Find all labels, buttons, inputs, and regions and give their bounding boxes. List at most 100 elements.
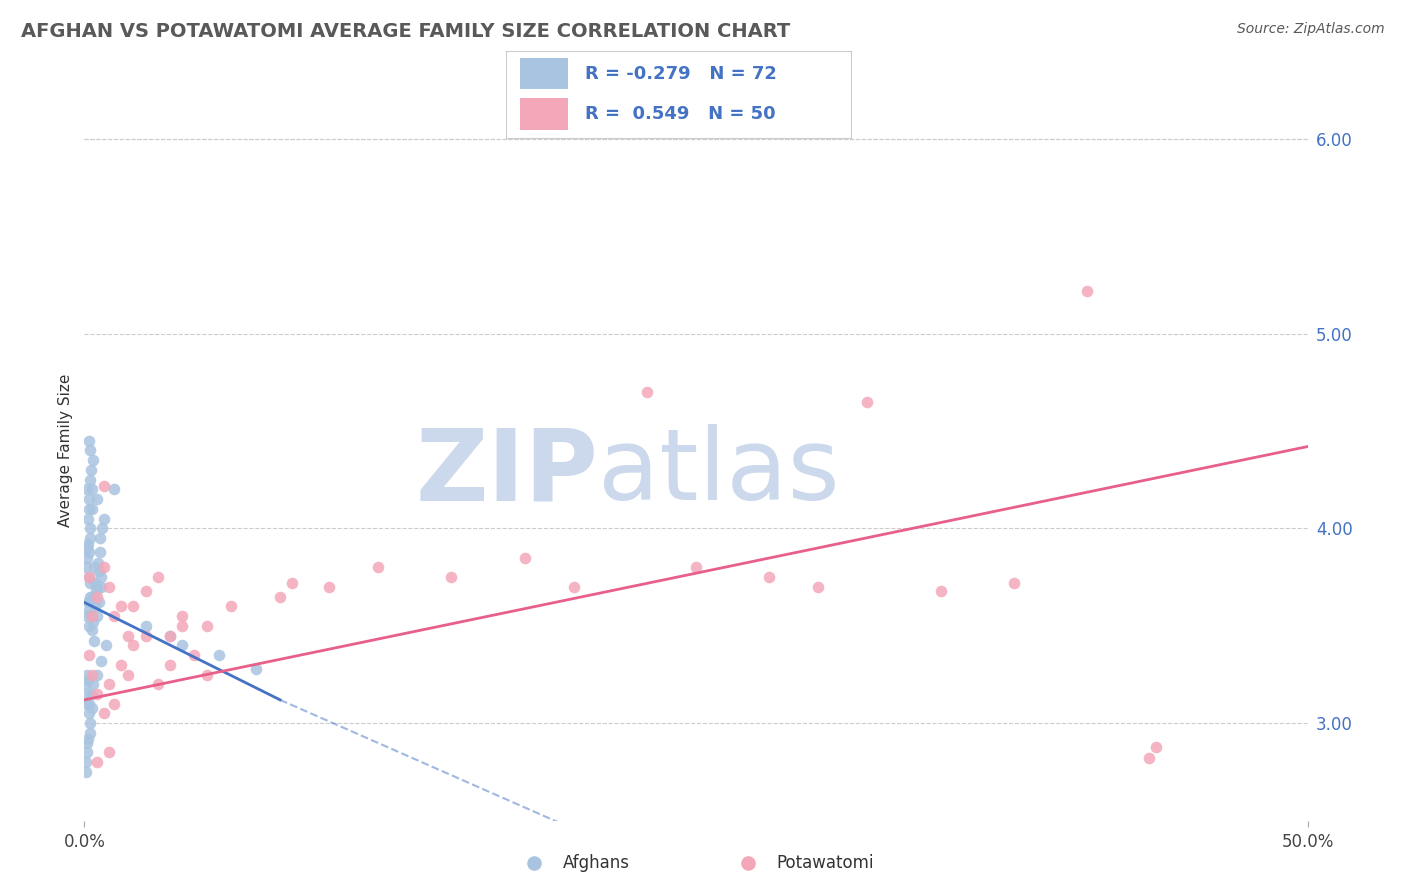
Point <box>82 677 104 691</box>
Point <box>929 583 952 598</box>
Text: Afghans: Afghans <box>562 854 630 872</box>
Point <box>83 634 105 648</box>
Point <box>77 731 100 746</box>
Point <box>195 667 218 681</box>
Point <box>135 628 157 642</box>
Point <box>77 511 100 525</box>
Point <box>513 550 536 565</box>
Point <box>77 603 100 617</box>
FancyBboxPatch shape <box>520 58 568 89</box>
Point <box>93 706 115 721</box>
Point <box>77 673 100 688</box>
Point <box>75 677 97 691</box>
Point <box>80 687 103 701</box>
Point <box>103 609 125 624</box>
Point <box>86 492 108 507</box>
Point <box>97 746 120 760</box>
Point <box>110 657 132 672</box>
Point <box>87 557 110 571</box>
Point <box>89 531 111 545</box>
Point <box>76 736 98 750</box>
Point <box>758 570 780 584</box>
Point <box>135 583 157 598</box>
Point <box>856 394 879 409</box>
Text: ZIP: ZIP <box>415 425 598 521</box>
Point <box>90 654 112 668</box>
Point <box>269 590 291 604</box>
Point <box>159 628 181 642</box>
Point <box>79 726 101 740</box>
Text: R = -0.279   N = 72: R = -0.279 N = 72 <box>585 64 778 83</box>
Point <box>89 545 111 559</box>
Point <box>90 570 112 584</box>
Point <box>77 706 100 721</box>
Point <box>1137 751 1160 765</box>
Point <box>84 583 107 598</box>
Point <box>93 478 115 492</box>
Point <box>80 463 103 477</box>
Point <box>219 599 242 614</box>
Point <box>685 560 707 574</box>
Point <box>75 764 97 779</box>
Point <box>367 560 389 574</box>
Point <box>77 570 100 584</box>
Point <box>146 677 169 691</box>
Point <box>93 511 115 525</box>
Point <box>440 570 463 584</box>
Point <box>86 667 108 681</box>
Point <box>83 560 105 574</box>
Point <box>75 560 97 574</box>
Point <box>87 595 110 609</box>
Point <box>159 657 181 672</box>
Point <box>76 550 98 565</box>
Point <box>87 564 110 578</box>
Point <box>103 483 125 497</box>
Point <box>82 483 104 497</box>
Point <box>77 537 100 551</box>
Point <box>1076 284 1098 298</box>
Point <box>117 667 139 681</box>
Point <box>1002 576 1025 591</box>
Point <box>318 580 340 594</box>
Point <box>76 667 98 681</box>
Point <box>79 521 101 535</box>
Text: AFGHAN VS POTAWATOMI AVERAGE FAMILY SIZE CORRELATION CHART: AFGHAN VS POTAWATOMI AVERAGE FAMILY SIZE… <box>21 22 790 41</box>
Point <box>86 755 108 769</box>
Y-axis label: Average Family Size: Average Family Size <box>58 374 73 527</box>
Point <box>172 609 194 624</box>
Point <box>195 619 218 633</box>
Point <box>86 590 108 604</box>
Point <box>80 502 103 516</box>
Point <box>80 667 103 681</box>
Point <box>77 502 100 516</box>
Point <box>80 700 103 714</box>
Point <box>245 662 267 676</box>
Point <box>82 453 104 467</box>
Point <box>79 443 101 458</box>
Point <box>76 697 98 711</box>
Point <box>172 619 194 633</box>
Point <box>77 434 100 448</box>
Point <box>80 609 103 624</box>
Point <box>84 599 107 614</box>
Point <box>79 531 101 545</box>
Point <box>1144 739 1167 754</box>
Point <box>76 483 98 497</box>
Point <box>172 638 194 652</box>
Point <box>281 576 304 591</box>
Point <box>80 609 103 624</box>
Text: R =  0.549   N = 50: R = 0.549 N = 50 <box>585 104 776 123</box>
Point <box>76 746 98 760</box>
Point <box>77 648 100 662</box>
Point <box>77 619 100 633</box>
Point <box>183 648 205 662</box>
Point <box>77 697 100 711</box>
Point <box>86 609 108 624</box>
Point <box>75 755 97 769</box>
Point <box>79 576 101 591</box>
Point <box>737 856 759 871</box>
Point <box>86 687 108 701</box>
Point <box>807 580 830 594</box>
Point <box>110 599 132 614</box>
Point <box>90 580 112 594</box>
